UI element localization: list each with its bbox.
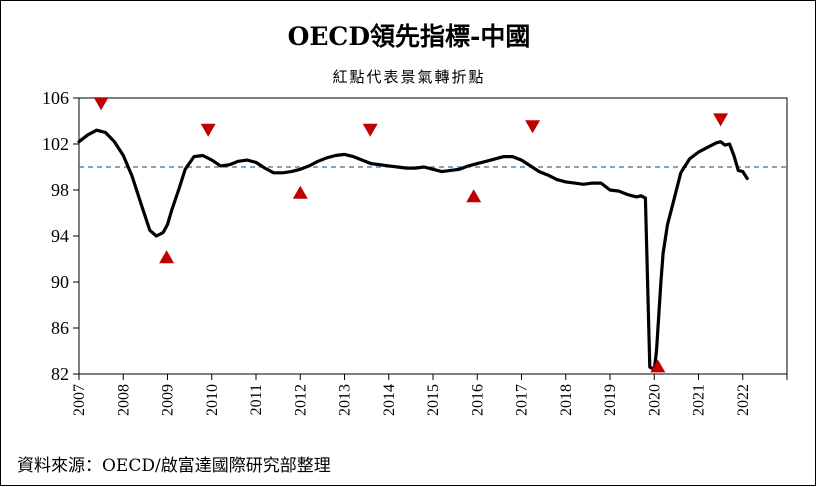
x-tick-label: 2022 [735, 384, 752, 416]
x-tick-label: 2016 [469, 384, 486, 416]
x-tick-label: 2018 [558, 384, 575, 416]
trough-marker [466, 189, 482, 203]
source-note: 資料來源：OECD/啟富達國際研究部整理 [17, 456, 331, 476]
peak-marker [713, 113, 729, 127]
x-axis: 2007 2008 2009 2010 2011 2012 2013 2014 2015 2016… [71, 374, 788, 416]
turning-point-markers [93, 97, 729, 373]
x-tick-label: 2021 [691, 384, 708, 416]
y-tick-label: 94 [51, 226, 69, 246]
y-tick-label: 86 [51, 318, 69, 338]
x-tick-label: 2015 [425, 384, 442, 416]
chart-title: OECD領先指標-中國 [288, 22, 531, 51]
x-tick-label: 2020 [646, 384, 663, 416]
series-line [77, 128, 749, 371]
peak-marker [200, 123, 216, 137]
trough-marker [292, 185, 308, 199]
x-tick-label: 2019 [602, 384, 619, 416]
plot-area [78, 97, 788, 375]
y-tick-label: 90 [51, 272, 69, 292]
y-tick-label: 106 [42, 88, 69, 108]
y-axis: 82 86 90 94 98 102 106 [42, 88, 79, 384]
x-tick-label: 2011 [248, 384, 265, 415]
x-tick-label: 2014 [381, 384, 398, 416]
peak-marker [93, 97, 109, 111]
x-tick-label: 2009 [160, 384, 177, 416]
chart-subtitle: 紅點代表景氣轉折點 [332, 68, 485, 86]
x-tick-label: 2012 [292, 384, 309, 416]
peak-marker [525, 120, 541, 134]
peak-marker [362, 123, 378, 137]
x-tick-label: 2017 [514, 384, 531, 416]
trough-marker [650, 359, 666, 373]
x-tick-label: 2008 [115, 384, 132, 416]
x-tick-label: 2010 [204, 384, 221, 416]
x-tick-label: 2013 [337, 384, 354, 416]
x-tick-label: 2007 [71, 384, 88, 416]
y-tick-label: 82 [51, 364, 69, 384]
y-tick-label: 102 [42, 134, 69, 154]
y-tick-label: 98 [51, 180, 69, 200]
trough-marker [159, 250, 175, 264]
